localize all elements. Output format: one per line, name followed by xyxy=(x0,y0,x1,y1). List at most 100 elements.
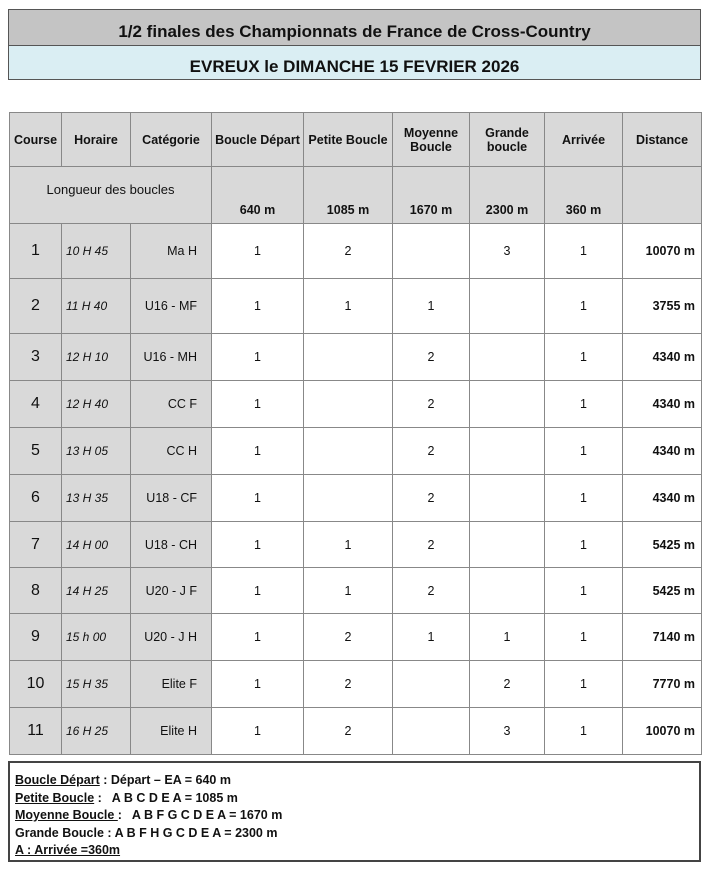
course-number: 11 xyxy=(9,707,62,755)
arrivee: 1 xyxy=(544,660,623,708)
legend-line: Grande Boucle : A B F H G C D E A = 2300… xyxy=(15,825,699,843)
start-time: 10 H 45 xyxy=(61,223,131,279)
start-time: 16 H 25 xyxy=(61,707,131,755)
petite-boucle xyxy=(303,380,393,428)
boucle-depart: 1 xyxy=(211,660,304,708)
distance: 4340 m xyxy=(622,474,702,522)
legend-key: Petite Boucle xyxy=(15,790,95,805)
legend-key: Boucle Départ xyxy=(15,773,100,787)
start-time: 13 H 35 xyxy=(61,474,131,522)
arrivee: 1 xyxy=(544,333,623,381)
category: U18 - CF xyxy=(130,474,212,522)
boucle-depart: 1 xyxy=(211,521,304,568)
start-time: 15 h 00 xyxy=(61,613,131,661)
moyenne-boucle: 1 xyxy=(392,613,470,661)
grande-boucle xyxy=(469,521,545,568)
moyenne-boucle: 2 xyxy=(392,474,470,522)
boucle-depart: 1 xyxy=(211,333,304,381)
course-number: 5 xyxy=(9,427,62,475)
moyenne-boucle xyxy=(392,223,470,279)
petite-boucle: 1 xyxy=(303,278,393,334)
table-row: 6 13 H 35 U18 - CF 1 2 1 4340 m xyxy=(9,474,702,522)
start-time: 14 H 25 xyxy=(61,567,131,614)
category: U18 - CH xyxy=(130,521,212,568)
column-header: Arrivée xyxy=(544,112,623,167)
column-header: Petite Boucle xyxy=(303,112,393,167)
column-header: Course xyxy=(9,112,62,167)
moyenne-boucle: 2 xyxy=(392,567,470,614)
petite-boucle xyxy=(303,427,393,475)
table-row: 11 16 H 25 Elite H 1 2 3 1 10070 m xyxy=(9,707,702,755)
legend-key: Grande Boucle xyxy=(15,825,104,840)
category: U16 - MH xyxy=(130,333,212,381)
legend-box: Boucle Départ : Départ – EA = 640 m Petit… xyxy=(8,761,701,862)
page-title: 1/2 finales des Championnats de France d… xyxy=(8,9,701,46)
arrivee: 1 xyxy=(544,278,623,334)
boucle-depart: 1 xyxy=(211,613,304,661)
grande-boucle xyxy=(469,380,545,428)
loop-lengths-row: Longueur des boucles 640 m 1085 m 1670 m 23… xyxy=(9,166,702,224)
moyenne-boucle: 1 xyxy=(392,278,470,334)
start-time: 11 H 40 xyxy=(61,278,131,334)
legend-separator: : xyxy=(117,808,132,822)
course-number: 3 xyxy=(9,333,62,381)
legend-text: Départ – EA = 640 m xyxy=(110,773,231,787)
boucle-depart: 1 xyxy=(211,427,304,475)
legend-line: A : Arrivée =360m xyxy=(15,842,699,860)
grande-boucle xyxy=(469,278,545,334)
legend-separator: : xyxy=(99,773,111,787)
grande-boucle xyxy=(469,333,545,381)
table-row: 5 13 H 05 CC H 1 2 1 4340 m xyxy=(9,427,702,475)
table-row: 1 10 H 45 Ma H 1 2 3 1 10070 m xyxy=(9,223,702,279)
distance: 10070 m xyxy=(622,707,702,755)
moyenne-boucle: 2 xyxy=(392,380,470,428)
arrivee: 1 xyxy=(544,567,623,614)
category: Elite H xyxy=(130,707,212,755)
boucle-depart: 1 xyxy=(211,474,304,522)
petite-boucle: 1 xyxy=(303,521,393,568)
boucle-depart: 1 xyxy=(211,380,304,428)
start-time: 12 H 40 xyxy=(61,380,131,428)
distance: 3755 m xyxy=(622,278,702,334)
legend-line: Petite Boucle : A B C D E A = 1085 m xyxy=(15,790,699,808)
moyenne-boucle xyxy=(392,707,470,755)
grande-boucle: 1 xyxy=(469,613,545,661)
column-header: Distance xyxy=(622,112,702,167)
petite-boucle xyxy=(303,333,393,381)
category: U16 - MF xyxy=(130,278,212,334)
loop-length: 1085 m xyxy=(303,166,393,224)
legend-text: A B F G C D E A = 1670 m xyxy=(131,808,283,822)
distance: 4340 m xyxy=(622,380,702,428)
table-row: 10 15 H 35 Elite F 1 2 2 1 7770 m xyxy=(9,660,702,708)
course-number: 10 xyxy=(9,660,62,708)
distance: 4340 m xyxy=(622,427,702,475)
start-time: 12 H 10 xyxy=(61,333,131,381)
loop-length: 1670 m xyxy=(392,166,470,224)
legend-separator: : xyxy=(103,825,115,840)
arrivee: 1 xyxy=(544,521,623,568)
loop-length: 640 m xyxy=(211,166,304,224)
category: CC F xyxy=(130,380,212,428)
column-header: Boucle Départ xyxy=(211,112,304,167)
course-number: 8 xyxy=(9,567,62,614)
moyenne-boucle: 2 xyxy=(392,427,470,475)
distance: 7140 m xyxy=(622,613,702,661)
table-row: 9 15 h 00 U20 - J H 1 2 1 1 1 7140 m xyxy=(9,613,702,661)
schedule-table: Course Horaire Catégorie Boucle Départ Petit… xyxy=(9,112,702,755)
course-number: 4 xyxy=(9,380,62,428)
boucle-depart: 1 xyxy=(211,223,304,279)
table-row: 7 14 H 00 U18 - CH 1 1 2 1 5425 m xyxy=(9,521,702,568)
column-header: Moyenne Boucle xyxy=(392,112,470,167)
empty-cell xyxy=(622,166,702,224)
category: Elite F xyxy=(130,660,212,708)
loop-lengths-label: Longueur des boucles xyxy=(9,166,212,224)
table-row: 8 14 H 25 U20 - J F 1 1 2 1 5425 m xyxy=(9,567,702,614)
legend-line: Boucle Départ : Départ – EA = 640 m xyxy=(15,772,699,790)
moyenne-boucle: 2 xyxy=(392,333,470,381)
arrivee: 1 xyxy=(544,380,623,428)
petite-boucle: 2 xyxy=(303,613,393,661)
grande-boucle xyxy=(469,474,545,522)
start-time: 13 H 05 xyxy=(61,427,131,475)
petite-boucle: 2 xyxy=(303,707,393,755)
category: Ma H xyxy=(130,223,212,279)
